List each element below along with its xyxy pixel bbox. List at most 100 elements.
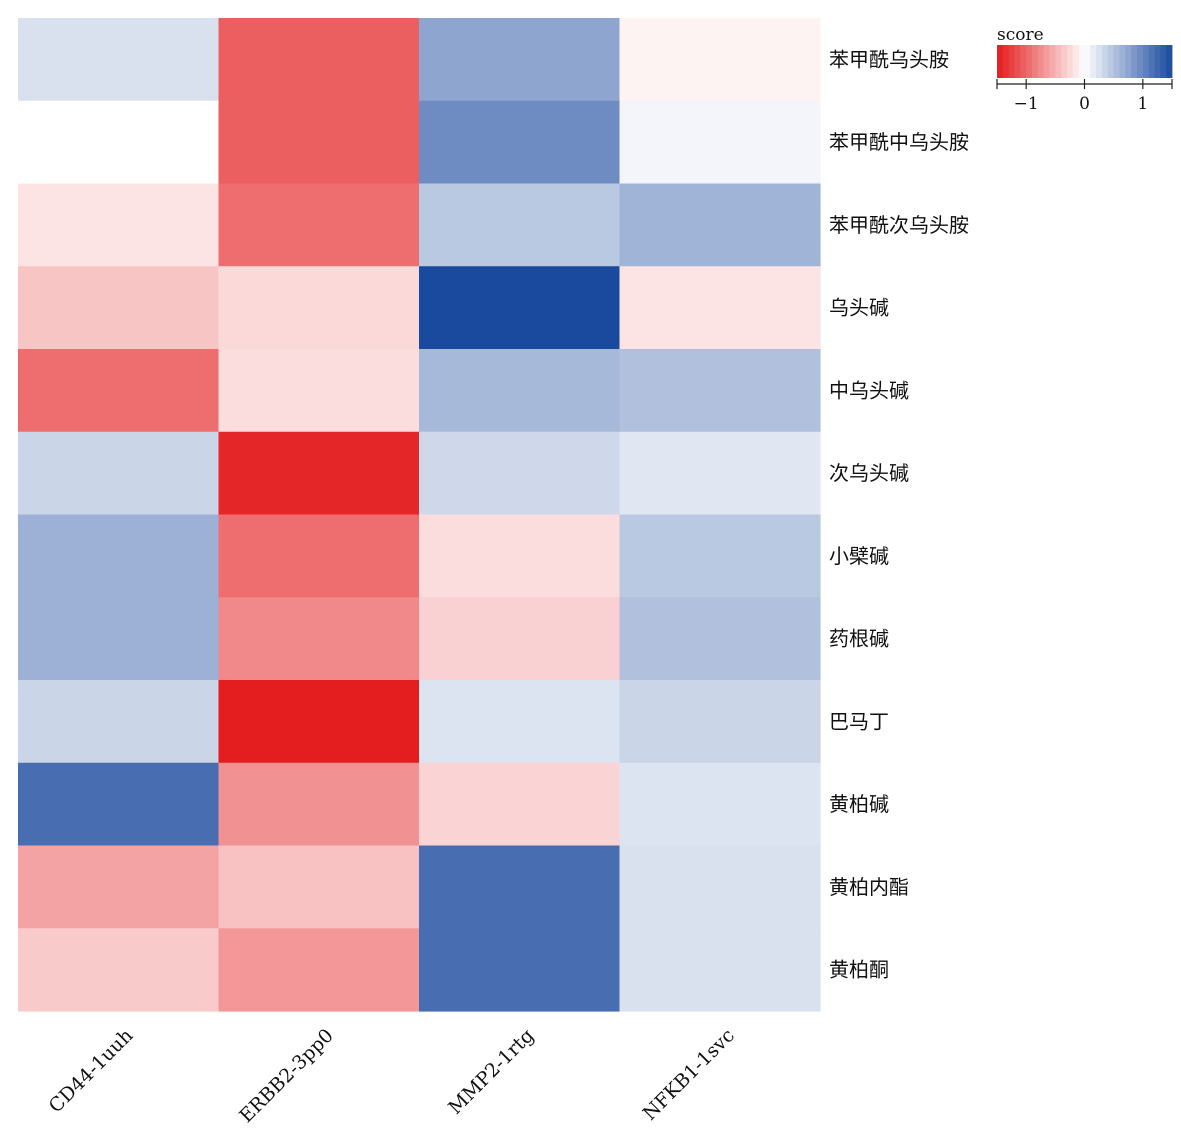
- row-label: 黄柏内酯: [829, 875, 909, 899]
- legend-color-step: [1061, 45, 1068, 78]
- legend-color-step: [1008, 45, 1015, 78]
- row-label: 苯甲酰次乌头胺: [829, 213, 969, 237]
- heatmap-cell: [18, 928, 220, 1012]
- legend-color-step: [1125, 45, 1132, 78]
- heatmap-cell: [419, 349, 621, 433]
- row-label: 中乌头碱: [829, 378, 909, 402]
- heatmap-cell: [218, 762, 420, 847]
- legend-color-step: [1037, 45, 1045, 78]
- legend-color-step: [1067, 45, 1074, 78]
- legend-color-step: [1049, 45, 1056, 78]
- heatmap-cell: [18, 431, 220, 516]
- heatmap-cell: [218, 680, 420, 764]
- heatmap-cell: [218, 514, 420, 598]
- heatmap-cell: [218, 928, 420, 1012]
- heatmap-cell: [619, 680, 821, 764]
- heatmap-cell: [18, 183, 220, 267]
- heatmap-cell: [419, 100, 621, 185]
- heatmap-cell: [419, 18, 621, 102]
- row-label: 药根碱: [829, 627, 889, 651]
- column-label: ERBB2-3pp0: [235, 1025, 338, 1126]
- heatmap-cell: [419, 183, 621, 267]
- row-label: 苯甲酰乌头胺: [829, 47, 949, 71]
- legend-color-step: [1096, 45, 1103, 78]
- heatmap-cell: [419, 514, 621, 598]
- heatmap-cell: [218, 431, 420, 516]
- legend-color-step: [1131, 45, 1138, 78]
- legend-color-step: [1090, 45, 1097, 78]
- heatmap-cell: [619, 349, 821, 433]
- heatmap-cell: [18, 762, 220, 847]
- heatmap-cell: [18, 514, 220, 598]
- heatmap-cell: [619, 183, 821, 267]
- legend-color-step: [1084, 45, 1091, 78]
- heatmap-cell: [18, 680, 220, 764]
- legend-ticks: −1 0 1: [996, 79, 1173, 114]
- heatmap-cell: [18, 597, 220, 681]
- heatmap-cell: [419, 680, 621, 764]
- heatmap-cell: [619, 431, 821, 516]
- heatmap-cell: [18, 18, 220, 102]
- row-label: 小檗碱: [829, 544, 889, 568]
- row-label: 巴马丁: [829, 709, 889, 733]
- heatmap-cell: [619, 514, 821, 598]
- column-label: CD44-1uuh: [45, 1025, 138, 1118]
- heatmap-cell: [419, 928, 621, 1012]
- heatmap-cell: [619, 928, 821, 1012]
- color-legend: score −1 0 1: [996, 25, 1173, 114]
- heatmap-cell: [218, 183, 420, 267]
- heatmap-cell: [619, 100, 821, 185]
- legend-color-step: [1113, 45, 1120, 78]
- legend-color-step: [1166, 45, 1173, 78]
- heatmap-cell: [18, 349, 220, 433]
- heatmap-cell: [18, 266, 220, 350]
- legend-color-step: [1119, 45, 1126, 78]
- row-label: 苯甲酰中乌头胺: [829, 130, 969, 154]
- legend-tick-label: 0: [1079, 94, 1090, 114]
- heatmap-cell: [419, 597, 621, 681]
- legend-color-step: [1055, 45, 1062, 78]
- heatmap-cell: [419, 266, 621, 350]
- row-label: 次乌头碱: [829, 461, 909, 485]
- legend-color-step: [1002, 45, 1010, 78]
- heatmap-cell: [218, 18, 420, 102]
- row-label: 黄柏酮: [829, 958, 889, 982]
- legend-color-step: [1102, 45, 1109, 78]
- column-label: NFKB1-1svc: [639, 1025, 739, 1125]
- legend-color-step: [1107, 45, 1115, 78]
- row-labels: 苯甲酰乌头胺苯甲酰中乌头胺苯甲酰次乌头胺乌头碱中乌头碱次乌头碱小檗碱药根碱巴马丁…: [829, 47, 969, 981]
- legend-color-step: [1160, 45, 1167, 78]
- heatmap-cell: [18, 100, 220, 185]
- heatmap-cell: [619, 18, 821, 102]
- legend-color-step: [1142, 45, 1150, 78]
- heatmap-cell: [218, 349, 420, 433]
- heatmap-cells: [18, 18, 821, 1012]
- legend-color-step: [1043, 45, 1050, 78]
- heatmap-cell: [218, 100, 420, 185]
- legend-color-step: [1020, 45, 1027, 78]
- row-label: 乌头碱: [829, 296, 889, 320]
- heatmap-cell: [218, 266, 420, 350]
- heatmap-cell: [18, 845, 220, 929]
- heatmap-cell: [218, 597, 420, 681]
- legend-color-step: [1137, 45, 1144, 78]
- legend-color-step: [1078, 45, 1085, 78]
- legend-title: score: [997, 25, 1044, 45]
- column-labels: CD44-1uuh ERBB2-3pp0 MMP2-1rtg NFKB1-1svc: [45, 1025, 739, 1128]
- heatmap-cell: [619, 762, 821, 847]
- heatmap-cell: [419, 431, 621, 516]
- heatmap-cell: [619, 597, 821, 681]
- heatmap-cell: [218, 845, 420, 929]
- row-label: 黄柏碱: [829, 792, 889, 816]
- legend-tick-label: −1: [1014, 94, 1039, 114]
- legend-colorbar: [997, 45, 1173, 85]
- heatmap-cell: [419, 762, 621, 847]
- heatmap-cell: [619, 266, 821, 350]
- legend-color-step: [1072, 45, 1080, 78]
- legend-color-step: [1032, 45, 1039, 78]
- legend-color-step: [1154, 45, 1161, 78]
- legend-color-step: [997, 45, 1004, 78]
- legend-tick-label: 1: [1137, 94, 1148, 114]
